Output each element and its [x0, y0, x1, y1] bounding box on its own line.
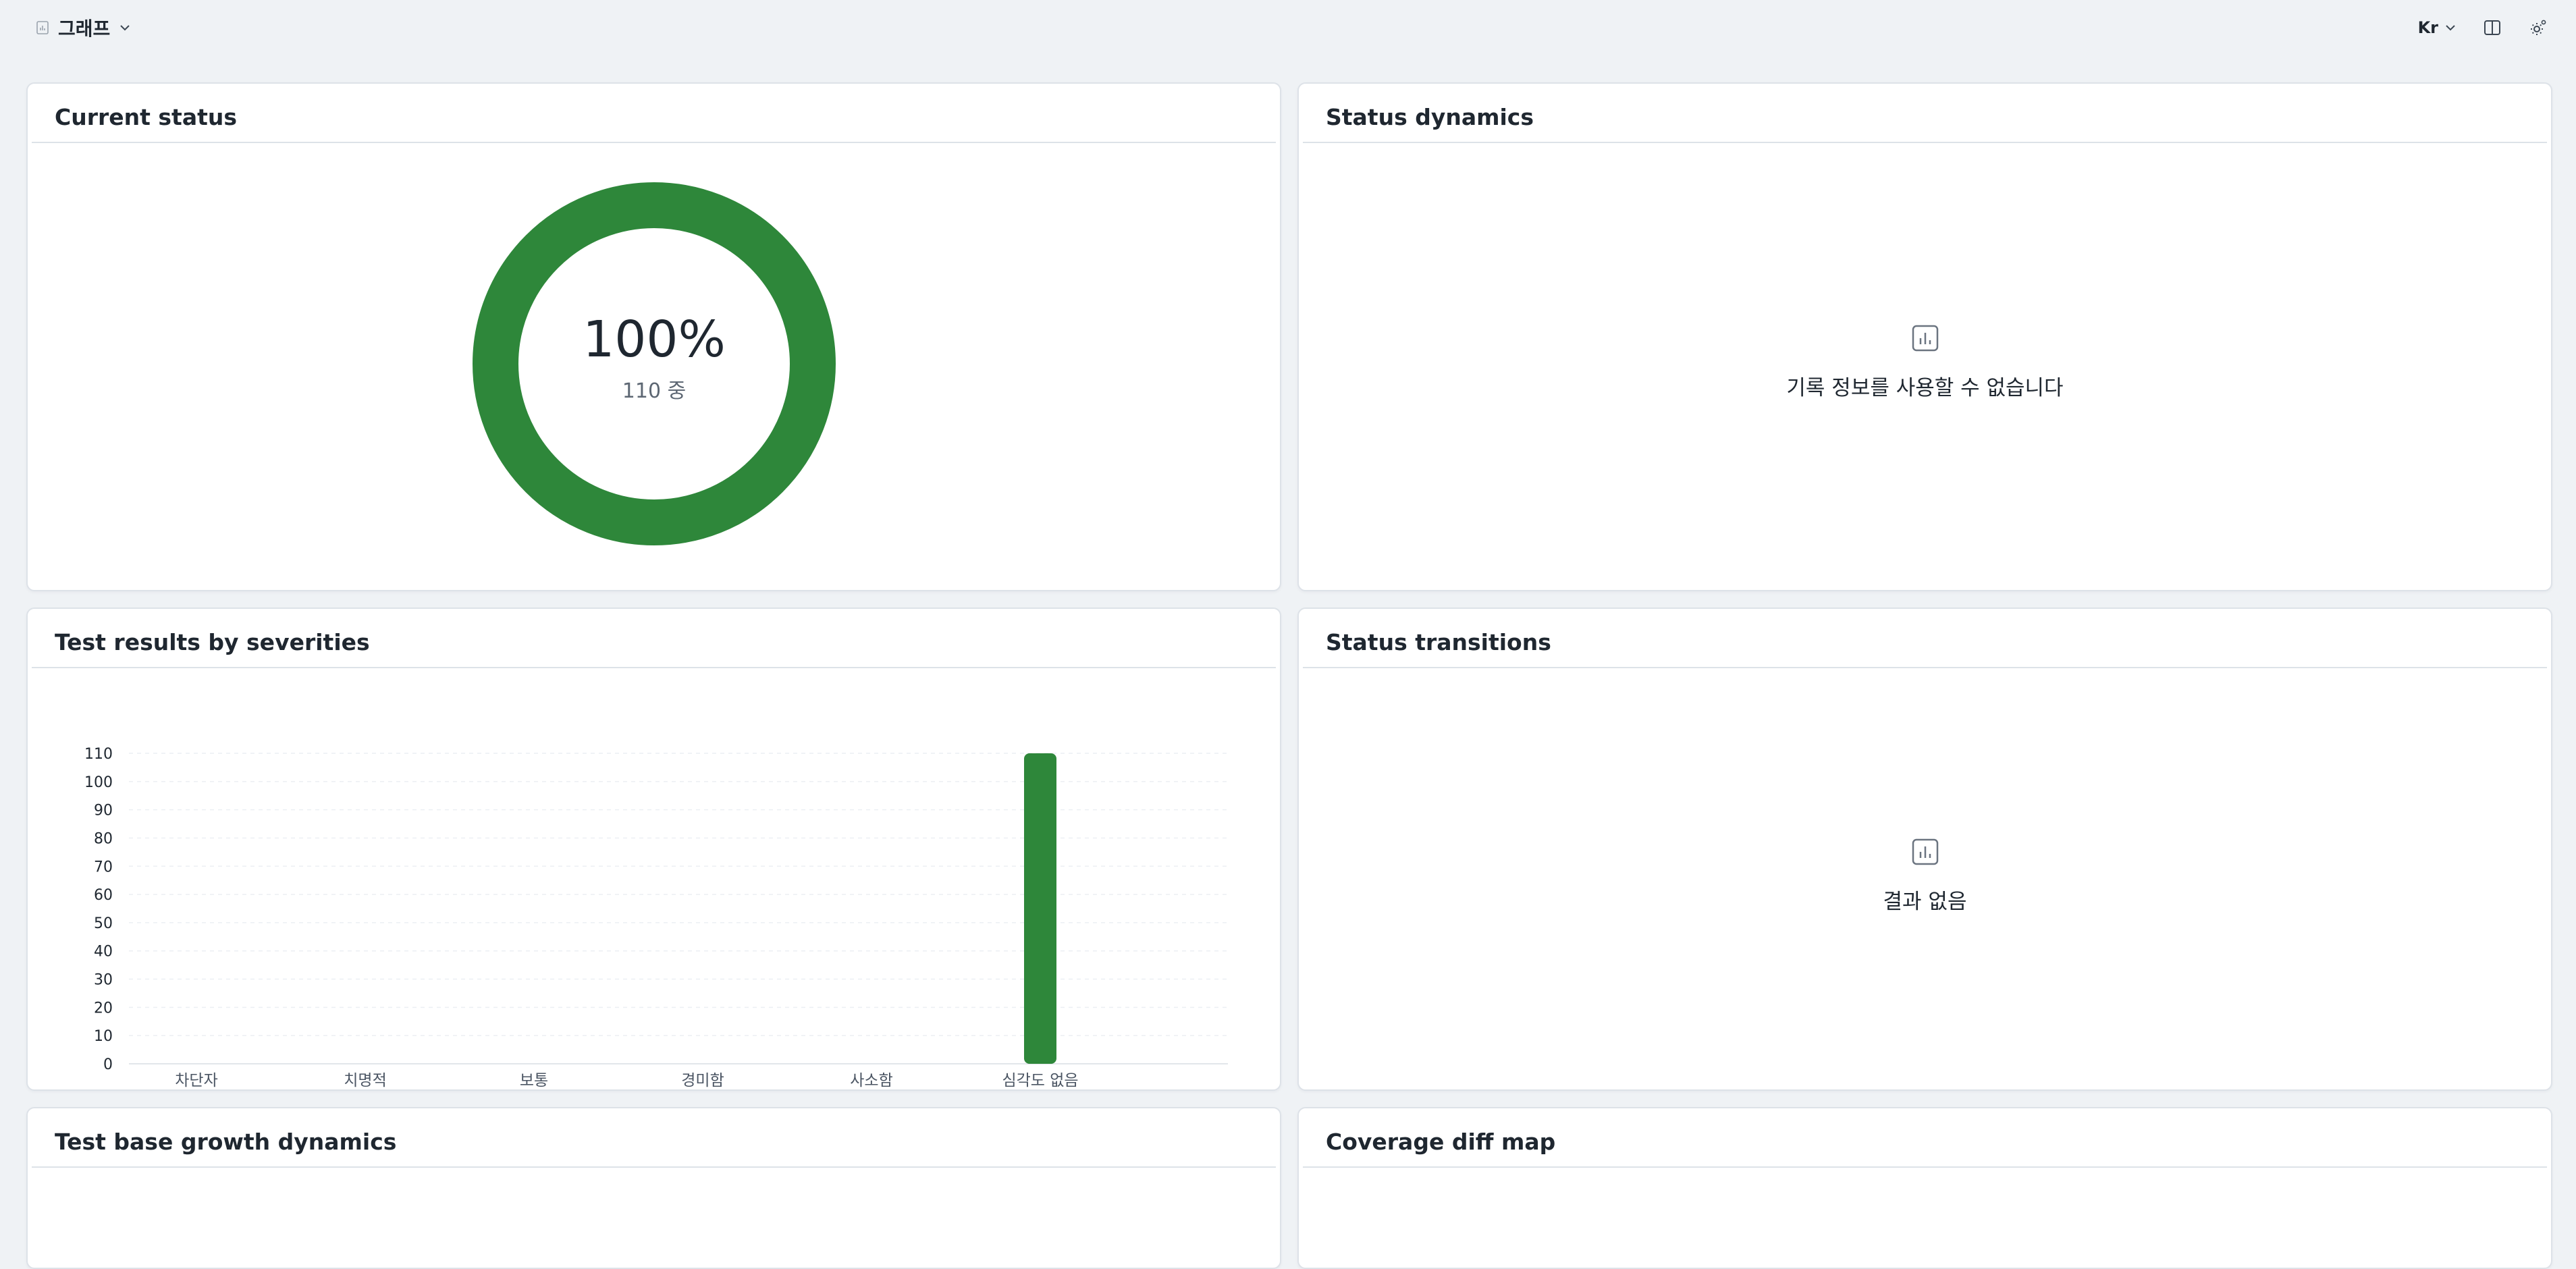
graph-selector-dropdown[interactable]: 그래프 [35, 14, 132, 42]
donut-subtitle: 110 중 [622, 379, 687, 403]
x-category-label: 치명적 [344, 1072, 386, 1089]
card-title: Status transitions [1326, 629, 1551, 655]
y-tick-label: 40 [94, 944, 113, 961]
chevron-down-icon [120, 25, 130, 31]
status-donut-chart[interactable]: 100% 110 중 [472, 182, 836, 546]
layout-toggle-button[interactable] [2481, 17, 2503, 38]
empty-state-text: 결과 없음 [1883, 890, 1967, 914]
status-dynamics-card: Status dynamics 기록 정보를 사용할 수 없습니다 [1297, 82, 2552, 591]
settings-button[interactable] [2527, 17, 2549, 38]
y-tick-label: 30 [94, 972, 113, 989]
card-header: Test base growth dynamics [32, 1108, 1276, 1168]
language-label: Kr [2417, 18, 2438, 37]
card-title: Test results by severities [55, 629, 370, 655]
split-view-icon [2484, 20, 2500, 35]
card-title: Status dynamics [1326, 104, 1534, 130]
x-category-label: 심각도 없음 [1002, 1072, 1078, 1089]
card-header: Test results by severities [32, 609, 1276, 668]
card-title: Coverage diff map [1326, 1129, 1556, 1155]
coverage-diff-card: Coverage diff map [1297, 1107, 2552, 1269]
card-header: Status dynamics [1303, 84, 2547, 143]
x-category-label: 차단자 [175, 1072, 217, 1089]
donut-svg [473, 182, 836, 545]
test-base-growth-card: Test base growth dynamics [26, 1107, 1281, 1269]
y-tick-label: 110 [84, 746, 113, 763]
empty-state: 기록 정보를 사용할 수 없습니다 [1299, 323, 2551, 401]
language-selector[interactable]: Kr [2418, 18, 2457, 37]
severities-card: Test results by severities 0 10 20 30 40 50 60… [26, 608, 1281, 1091]
y-tick-label: 100 [84, 774, 113, 791]
x-category-label: 경미함 [681, 1072, 724, 1089]
chart-file-icon [36, 21, 49, 34]
y-tick-label: 10 [94, 1028, 113, 1045]
empty-state-text: 기록 정보를 사용할 수 없습니다 [1786, 376, 2064, 400]
y-tick-label: 20 [94, 1000, 113, 1017]
bar-chart-icon [1912, 838, 1938, 865]
y-axis-ticks: 0 10 20 30 40 50 60 70 80 90 100 110 [84, 746, 113, 1073]
bar[interactable] [1024, 753, 1056, 1064]
card-header: Coverage diff map [1303, 1108, 2547, 1168]
gear-icon [2531, 20, 2546, 35]
y-tick-label: 90 [94, 803, 113, 819]
y-tick-label: 0 [103, 1056, 113, 1073]
empty-state: 결과 없음 [1299, 837, 2551, 915]
y-tick-label: 60 [94, 887, 113, 904]
chevron-down-icon [2446, 25, 2455, 31]
y-tick-label: 70 [94, 859, 113, 875]
card-header: Status transitions [1303, 609, 2547, 668]
status-transitions-card: Status transitions 결과 없음 [1297, 608, 2552, 1091]
bars [1024, 753, 1056, 1064]
x-category-label: 사소함 [850, 1072, 892, 1089]
top-bar: 그래프 Kr [0, 0, 2576, 57]
x-category-label: 보통 [520, 1072, 548, 1089]
card-title: Current status [55, 104, 237, 130]
top-right-controls: Kr [2418, 14, 2549, 42]
severity-bar-chart: 0 10 20 30 40 50 60 70 80 90 100 110 차단자 치명적 보통 경미함 사소함… [84, 746, 1228, 1089]
card-header: Current status [32, 84, 1276, 143]
donut-percent: 100% [583, 310, 726, 369]
y-tick-label: 80 [94, 830, 113, 847]
graph-selector-label: 그래프 [58, 18, 111, 40]
current-status-card: Current status 100% 110 중 [26, 82, 1281, 591]
card-title: Test base growth dynamics [55, 1129, 397, 1155]
grid-lines [129, 753, 1228, 1064]
bar-chart-icon [1912, 325, 1938, 352]
y-tick-label: 50 [94, 915, 113, 932]
donut-center: 100% 110 중 [472, 182, 836, 546]
x-axis-categories: 차단자 치명적 보통 경미함 사소함 심각도 없음 [175, 1072, 1078, 1089]
donut-ring-passed[interactable] [473, 182, 836, 545]
